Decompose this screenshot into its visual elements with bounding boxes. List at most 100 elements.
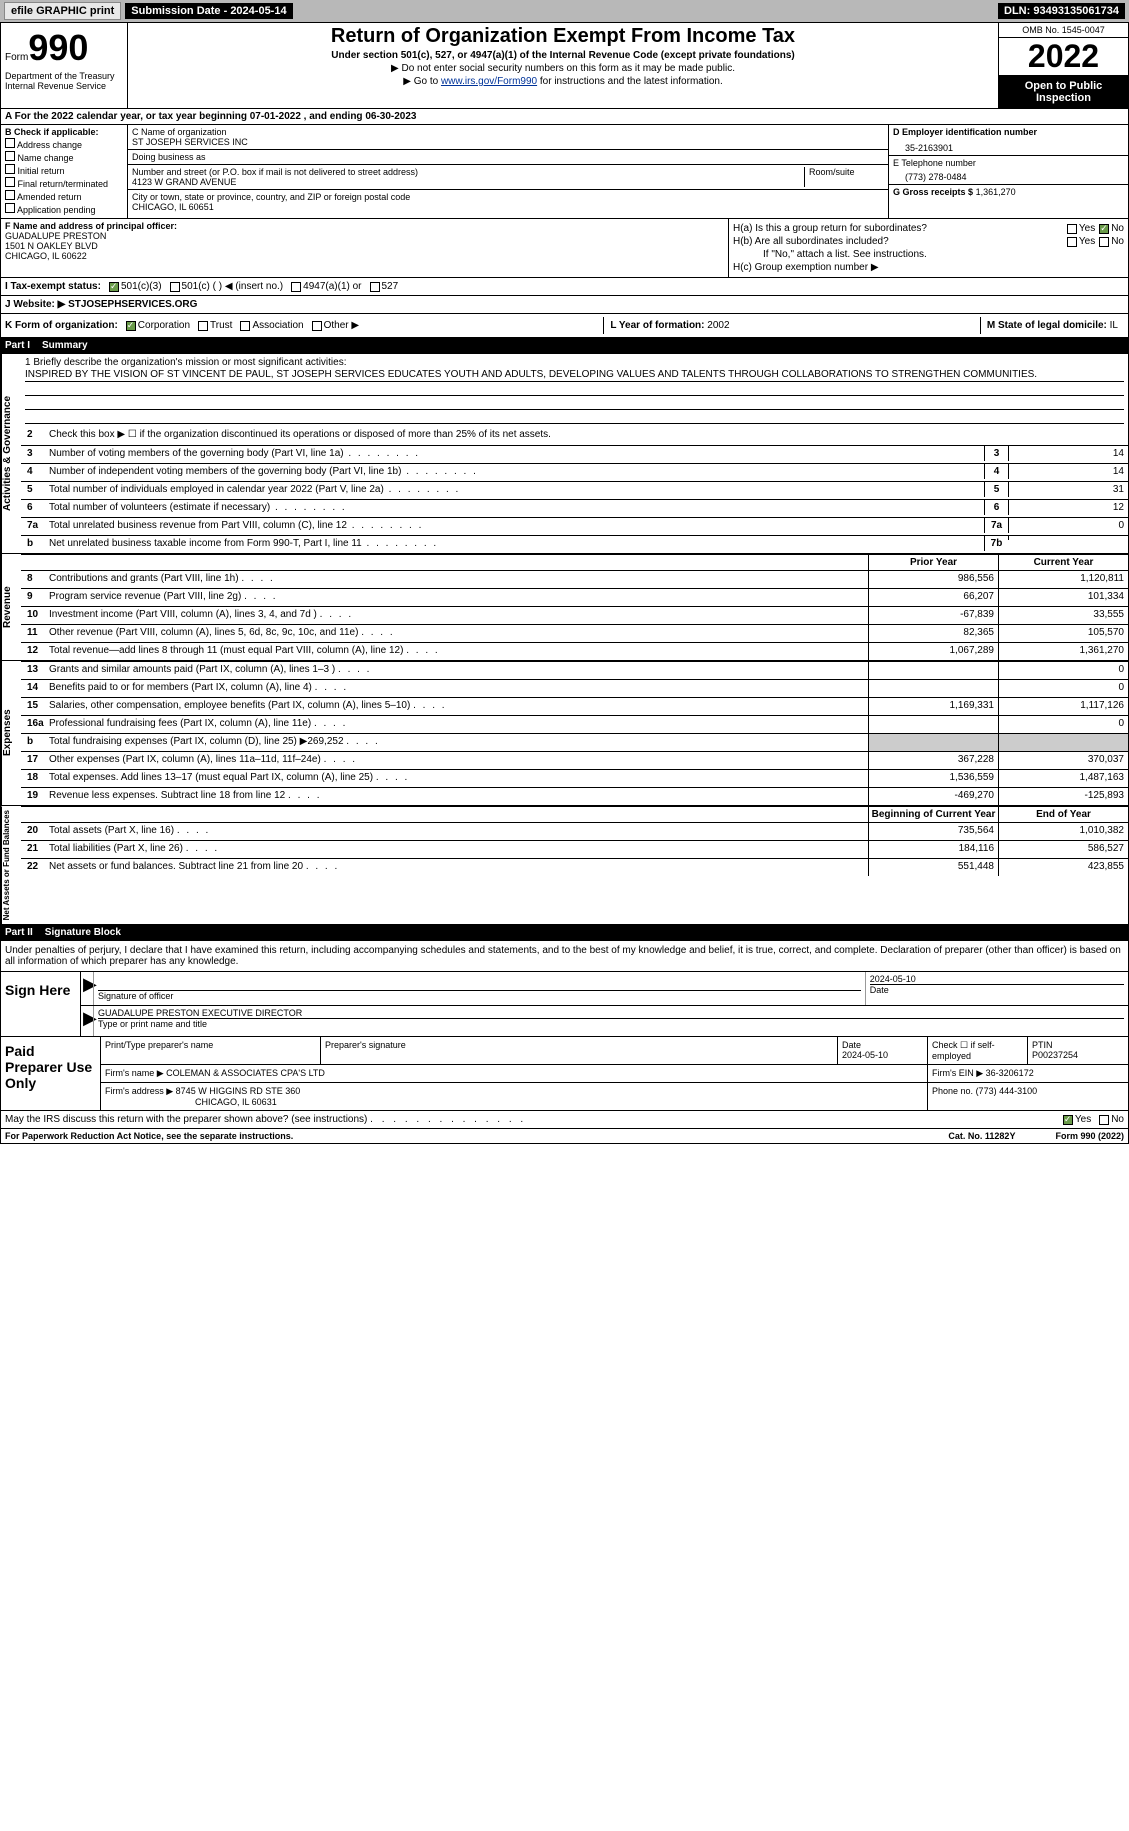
summary-line: 21Total liabilities (Part X, line 26) . … (21, 840, 1128, 858)
form-title: Return of Organization Exempt From Incom… (132, 25, 994, 48)
part-2-header: Part IISignature Block (0, 925, 1129, 941)
phone-value: (773) 278-0484 (893, 168, 1124, 182)
summary-line: bNet unrelated business taxable income f… (21, 535, 1128, 553)
row-j-website: J Website: ▶ STJOSEPHSERVICES.ORG (0, 296, 1129, 314)
net-assets-label: Net Assets or Fund Balances (1, 806, 21, 924)
officer-addr2: CHICAGO, IL 60622 (5, 251, 724, 261)
dept-treasury: Department of the Treasury Internal Reve… (5, 71, 123, 91)
corp-checkbox[interactable] (126, 321, 136, 331)
summary-line: 13Grants and similar amounts paid (Part … (21, 661, 1128, 679)
city-label: City or town, state or province, country… (132, 192, 884, 202)
sign-here-block: Sign Here ▶ Signature of officer 2024-05… (0, 972, 1129, 1037)
officer-name: GUADALUPE PRESTON (5, 231, 724, 241)
signature-declaration: Under penalties of perjury, I declare th… (0, 941, 1129, 972)
subtitle-1: Under section 501(c), 527, or 4947(a)(1)… (132, 50, 994, 61)
b-option[interactable]: Amended return (5, 190, 123, 202)
firm-ein: 36-3206172 (986, 1068, 1034, 1078)
summary-line: 12Total revenue—add lines 8 through 11 (… (21, 642, 1128, 660)
assoc-checkbox[interactable] (240, 321, 250, 331)
officer-addr1: 1501 N OAKLEY BLVD (5, 241, 724, 251)
row-k-form-org: K Form of organization: Corporation Trus… (0, 314, 1129, 338)
form-header: Form990 Department of the Treasury Inter… (0, 22, 1129, 109)
prior-year-header: Prior Year (868, 555, 998, 570)
page-footer: For Paperwork Reduction Act Notice, see … (0, 1129, 1129, 1144)
ha-no-checkbox[interactable] (1099, 224, 1109, 234)
expenses-label: Expenses (1, 661, 21, 805)
sign-date: 2024-05-10 (870, 974, 1124, 984)
b-option[interactable]: Initial return (5, 164, 123, 176)
block-fh: F Name and address of principal officer:… (0, 219, 1129, 278)
addr-label: Number and street (or P.O. box if mail i… (132, 167, 804, 177)
begin-year-header: Beginning of Current Year (868, 807, 998, 822)
other-checkbox[interactable] (312, 321, 322, 331)
summary-line: 16aProfessional fundraising fees (Part I… (21, 715, 1128, 733)
summary-line: 4Number of independent voting members of… (21, 463, 1128, 481)
mission-text: INSPIRED BY THE VISION OF ST VINCENT DE … (25, 368, 1124, 382)
omb-number: OMB No. 1545-0047 (999, 23, 1128, 38)
summary-line: 14Benefits paid to or for members (Part … (21, 679, 1128, 697)
gross-label: G Gross receipts $ (893, 187, 973, 197)
irs-link[interactable]: www.irs.gov/Form990 (441, 76, 537, 87)
summary-line: bTotal fundraising expenses (Part IX, co… (21, 733, 1128, 751)
end-year-header: End of Year (998, 807, 1128, 822)
submission-date: Submission Date - 2024-05-14 (125, 3, 292, 19)
b-label: B Check if applicable: (5, 127, 123, 137)
firm-name: COLEMAN & ASSOCIATES CPA'S LTD (166, 1068, 325, 1078)
hb-yes-checkbox[interactable] (1067, 237, 1077, 247)
summary-line: 7aTotal unrelated business revenue from … (21, 517, 1128, 535)
b-option[interactable]: Name change (5, 151, 123, 163)
f-label: F Name and address of principal officer: (5, 221, 724, 231)
form-number: 990 (28, 27, 88, 68)
tax-year: 2022 (999, 38, 1128, 76)
hc-label: H(c) Group exemption number ▶ (733, 262, 879, 273)
527-checkbox[interactable] (370, 282, 380, 292)
summary-line: 9Program service revenue (Part VIII, lin… (21, 588, 1128, 606)
b-option[interactable]: Application pending (5, 203, 123, 215)
hb-note: If "No," attach a list. See instructions… (733, 249, 1124, 260)
mission-label: 1 Briefly describe the organization's mi… (25, 357, 1124, 368)
summary-line: 8Contributions and grants (Part VIII, li… (21, 570, 1128, 588)
form-word: Form (5, 52, 28, 63)
summary-line: 2Check this box ▶ ☐ if the organization … (21, 427, 1128, 445)
4947-checkbox[interactable] (291, 282, 301, 292)
summary-line: 6Total number of volunteers (estimate if… (21, 499, 1128, 517)
summary-line: 5Total number of individuals employed in… (21, 481, 1128, 499)
dln: DLN: 93493135061734 (998, 3, 1125, 19)
firm-phone: (773) 444-3100 (976, 1086, 1038, 1096)
ha-yes-checkbox[interactable] (1067, 224, 1077, 234)
current-year-header: Current Year (998, 555, 1128, 570)
ha-label: H(a) Is this a group return for subordin… (733, 223, 1063, 234)
street-address: 4123 W GRAND AVENUE (132, 177, 804, 187)
prep-date: 2024-05-10 (842, 1050, 888, 1060)
phone-label: E Telephone number (893, 158, 1124, 168)
summary-line: 11Other revenue (Part VIII, column (A), … (21, 624, 1128, 642)
summary-line: 15Salaries, other compensation, employee… (21, 697, 1128, 715)
summary-line: 19Revenue less expenses. Subtract line 1… (21, 787, 1128, 805)
state-domicile: M State of legal domicile: IL (980, 317, 1124, 334)
year-formation: L Year of formation: 2002 (603, 317, 735, 334)
summary-line: 3Number of voting members of the governi… (21, 445, 1128, 463)
top-bar: efile GRAPHIC print Submission Date - 20… (0, 0, 1129, 22)
efile-button[interactable]: efile GRAPHIC print (4, 2, 121, 20)
part-1-header: Part ISummary (0, 338, 1129, 354)
501c3-checkbox[interactable] (109, 282, 119, 292)
c-name-label: C Name of organization (132, 127, 884, 137)
trust-checkbox[interactable] (198, 321, 208, 331)
subtitle-3: ▶ Go to www.irs.gov/Form990 for instruct… (132, 76, 994, 87)
summary-line: 17Other expenses (Part IX, column (A), l… (21, 751, 1128, 769)
summary-line: 20Total assets (Part X, line 16) . . . .… (21, 822, 1128, 840)
officer-signature-label: Signature of officer (98, 990, 861, 1001)
block-bcd: B Check if applicable: Address change Na… (0, 125, 1129, 219)
b-option[interactable]: Final return/terminated (5, 177, 123, 189)
row-a-tax-year: A For the 2022 calendar year, or tax yea… (0, 109, 1129, 125)
city-state-zip: CHICAGO, IL 60651 (132, 202, 884, 212)
501c-checkbox[interactable] (170, 282, 180, 292)
discuss-yes-checkbox[interactable] (1063, 1115, 1073, 1125)
org-name: ST JOSEPH SERVICES INC (132, 137, 884, 147)
dba-label: Doing business as (132, 152, 884, 162)
officer-printed-name: GUADALUPE PRESTON EXECUTIVE DIRECTOR (98, 1008, 1124, 1018)
discuss-no-checkbox[interactable] (1099, 1115, 1109, 1125)
hb-no-checkbox[interactable] (1099, 237, 1109, 247)
self-employed-check[interactable]: Check ☐ if self-employed (928, 1037, 1028, 1064)
b-option[interactable]: Address change (5, 138, 123, 150)
